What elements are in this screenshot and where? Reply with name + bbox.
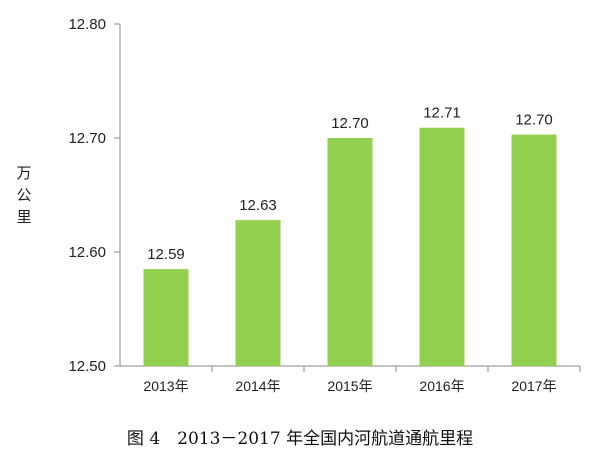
- x-tick-label: 2015年: [327, 378, 372, 394]
- y-axis-label: 万公里: [16, 165, 31, 226]
- bar: [327, 138, 373, 366]
- data-labels: 12.59 12.63 12.70 12.71 12.70: [147, 105, 553, 263]
- y-tick-label: 12.60: [68, 244, 106, 261]
- bar-value-label: 12.70: [515, 112, 553, 129]
- bar: [419, 127, 465, 367]
- bar-value-label: 12.59: [147, 246, 185, 263]
- y-axis-label-char: 万: [16, 165, 31, 182]
- bar-value-label: 12.63: [239, 197, 277, 214]
- y-axis-label-char: 公: [16, 187, 31, 204]
- x-axis-ticks: 2013年 2014年 2015年 2016年 2017年: [143, 378, 556, 394]
- x-tick-label: 2016年: [419, 378, 464, 394]
- y-axis-ticks: 12.50 12.60 12.70 12.80: [68, 16, 106, 375]
- y-tick-label: 12.80: [68, 16, 106, 33]
- bar: [235, 220, 281, 366]
- bar-value-label: 12.71: [423, 105, 461, 122]
- bar: [511, 134, 557, 366]
- y-tick-label: 12.70: [68, 130, 106, 147]
- figure-caption: 图 4 2013－2017 年全国内河航道通航里程: [126, 429, 474, 449]
- y-axis-label-char: 里: [16, 209, 31, 226]
- bar-chart: 万公里 12.50 12.60 12.70 12.80 12.59 12.63 12.70…: [16, 16, 581, 394]
- bar-value-label: 12.70: [331, 115, 369, 132]
- x-tick-label: 2017年: [511, 378, 556, 394]
- x-tick-label: 2014年: [235, 378, 280, 394]
- x-tick-label: 2013年: [143, 378, 188, 394]
- bar: [143, 269, 189, 366]
- y-tick-label: 12.50: [68, 358, 106, 375]
- bars: [143, 127, 557, 367]
